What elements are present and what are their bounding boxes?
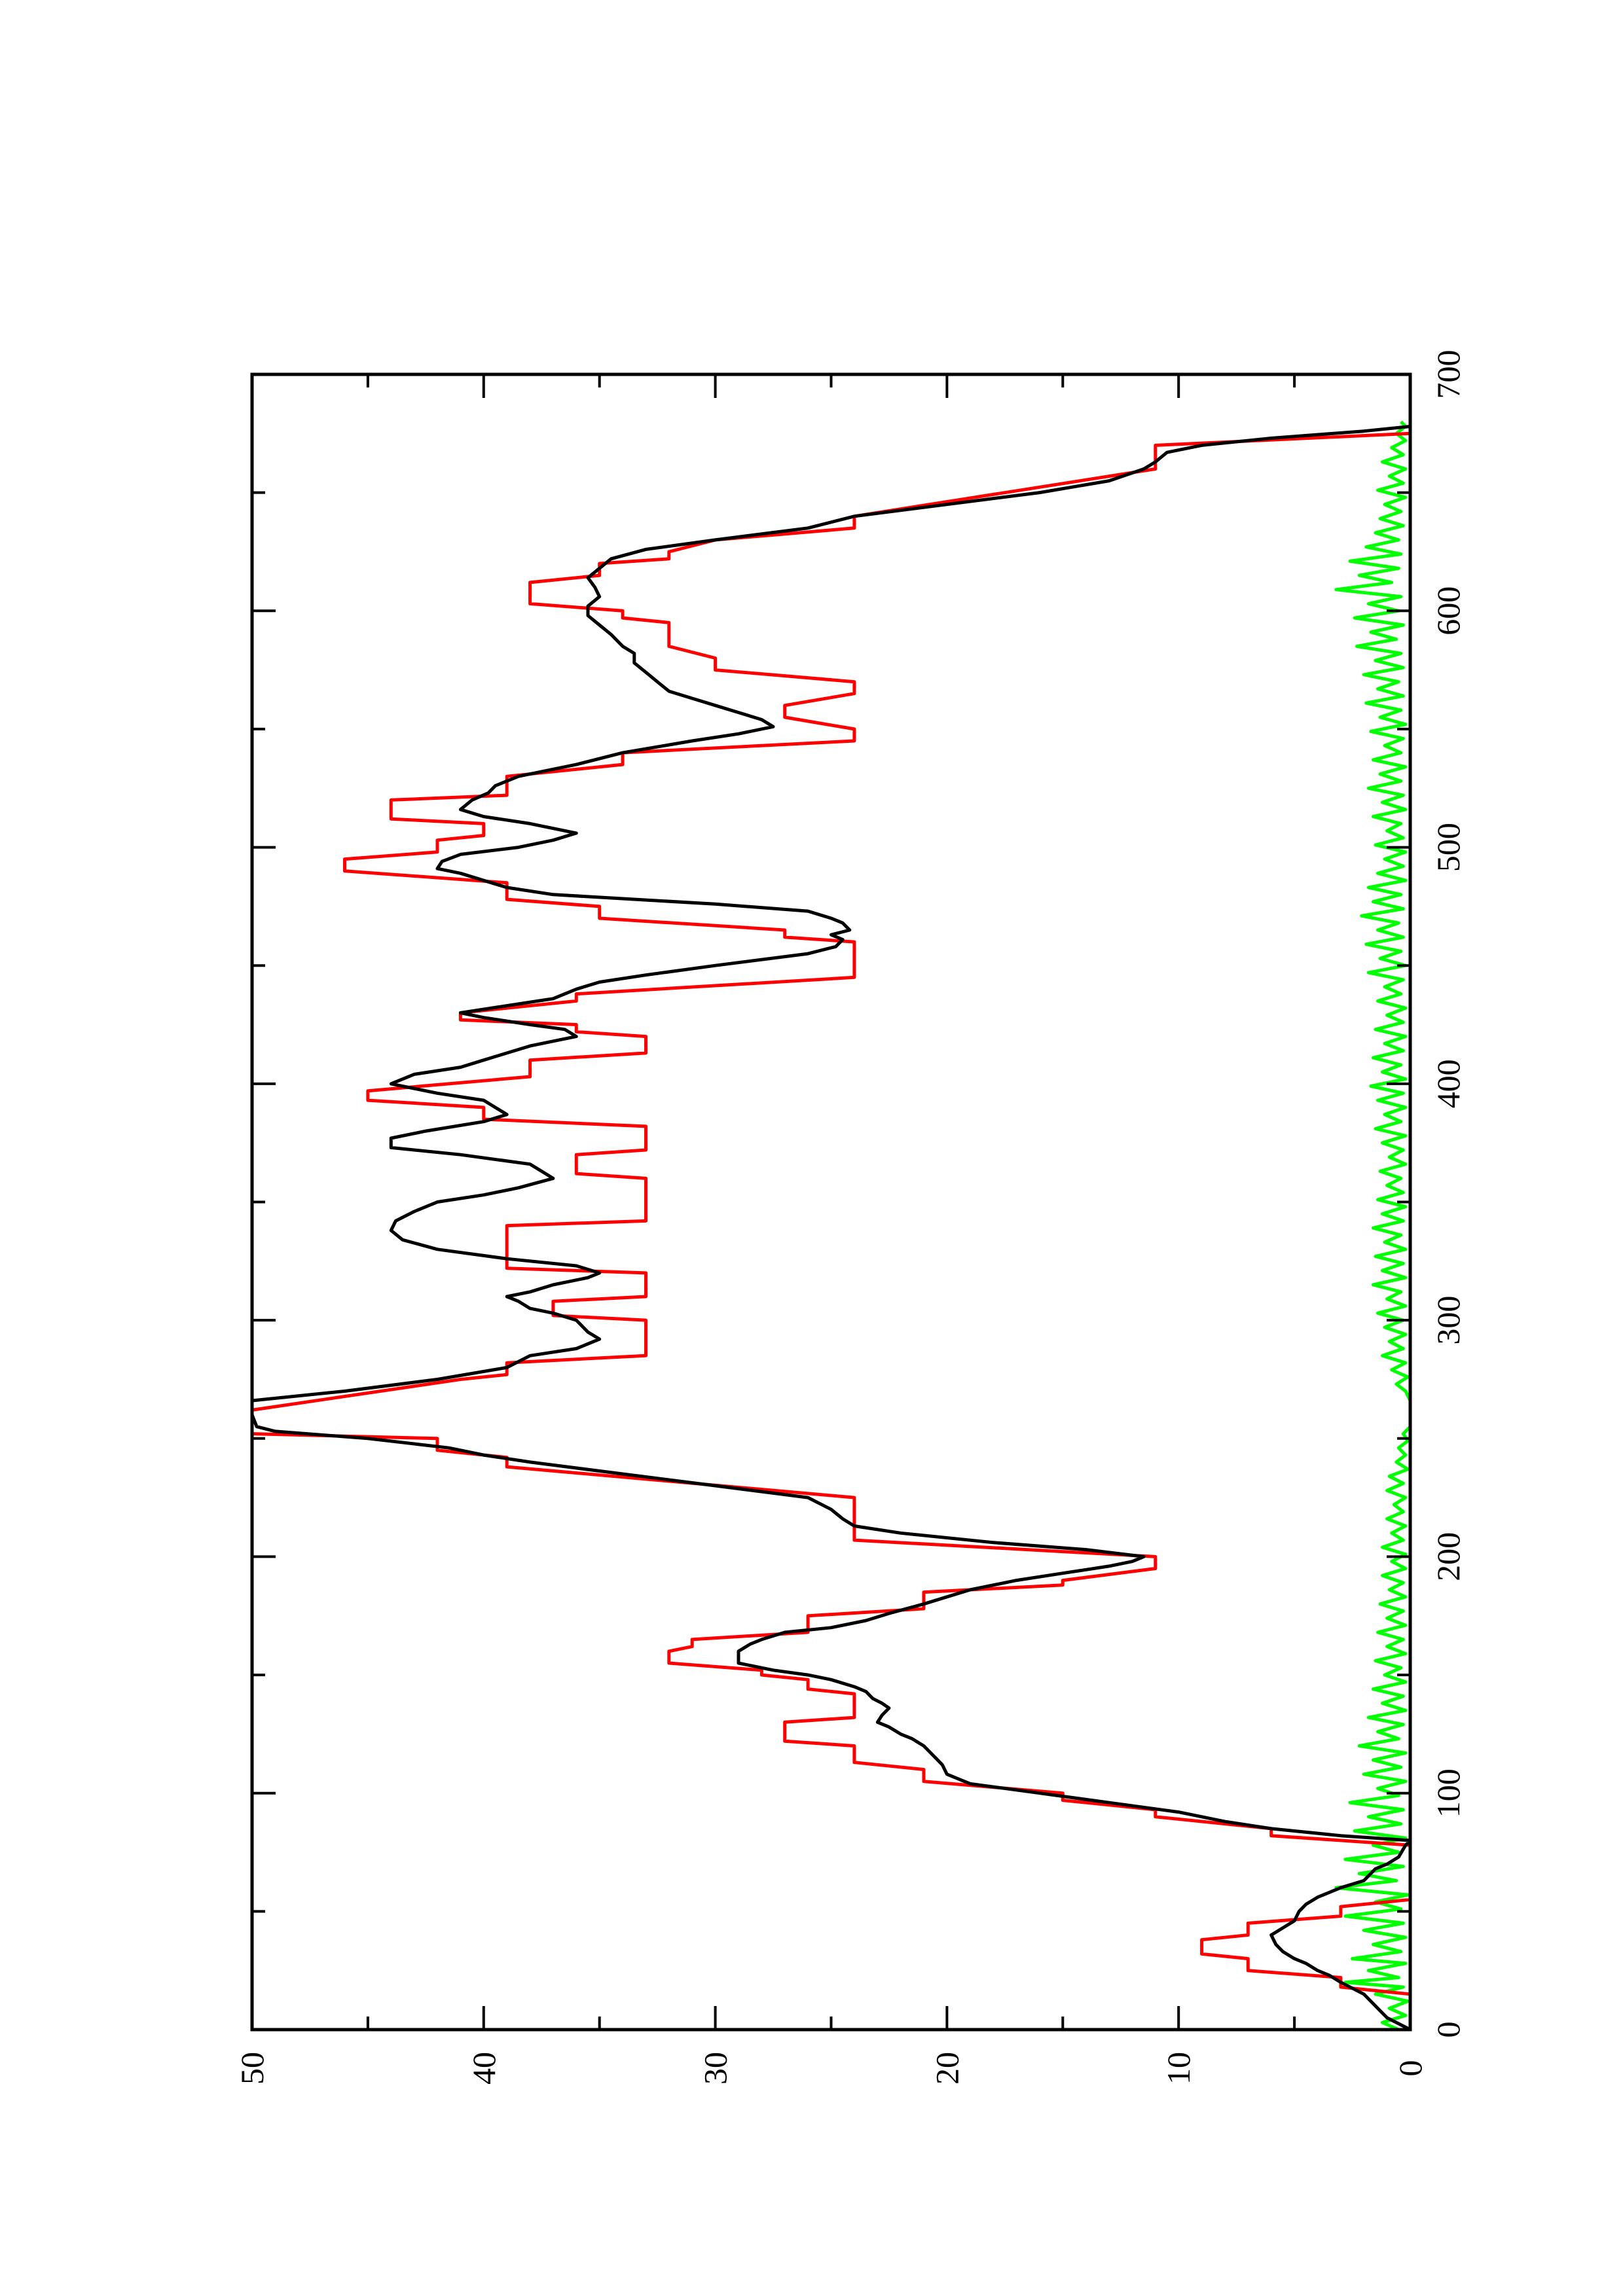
series-line-2 [250, 422, 1412, 2032]
x-tick-label: 100 [1430, 1768, 1467, 1818]
x-tick-label: 600 [1430, 586, 1467, 636]
x-tick-label: 500 [1430, 823, 1467, 872]
labels-layer: 0 100 200 300 400 500 600 700 0 10 20 30 40 50 [234, 350, 1467, 2085]
x-tick-label: 0 [1430, 2022, 1467, 2038]
y-tick-label: 30 [697, 2052, 734, 2085]
series-layer [250, 420, 1412, 2032]
y-tick-label: 20 [928, 2052, 965, 2085]
x-tick-label: 700 [1430, 350, 1467, 399]
ticks-layer [251, 373, 1412, 2031]
x-tick-label: 400 [1430, 1059, 1467, 1108]
y-tick-label: 50 [234, 2052, 270, 2085]
series-line-3 [1334, 420, 1412, 2032]
y-tick-label: 10 [1160, 2052, 1197, 2085]
y-tick-label: 0 [1392, 2060, 1429, 2077]
x-tick-label: 200 [1430, 1532, 1467, 1581]
series-line-1 [250, 422, 1412, 2030]
y-tick-label: 40 [465, 2052, 502, 2085]
x-tick-label: 300 [1430, 1296, 1467, 1345]
